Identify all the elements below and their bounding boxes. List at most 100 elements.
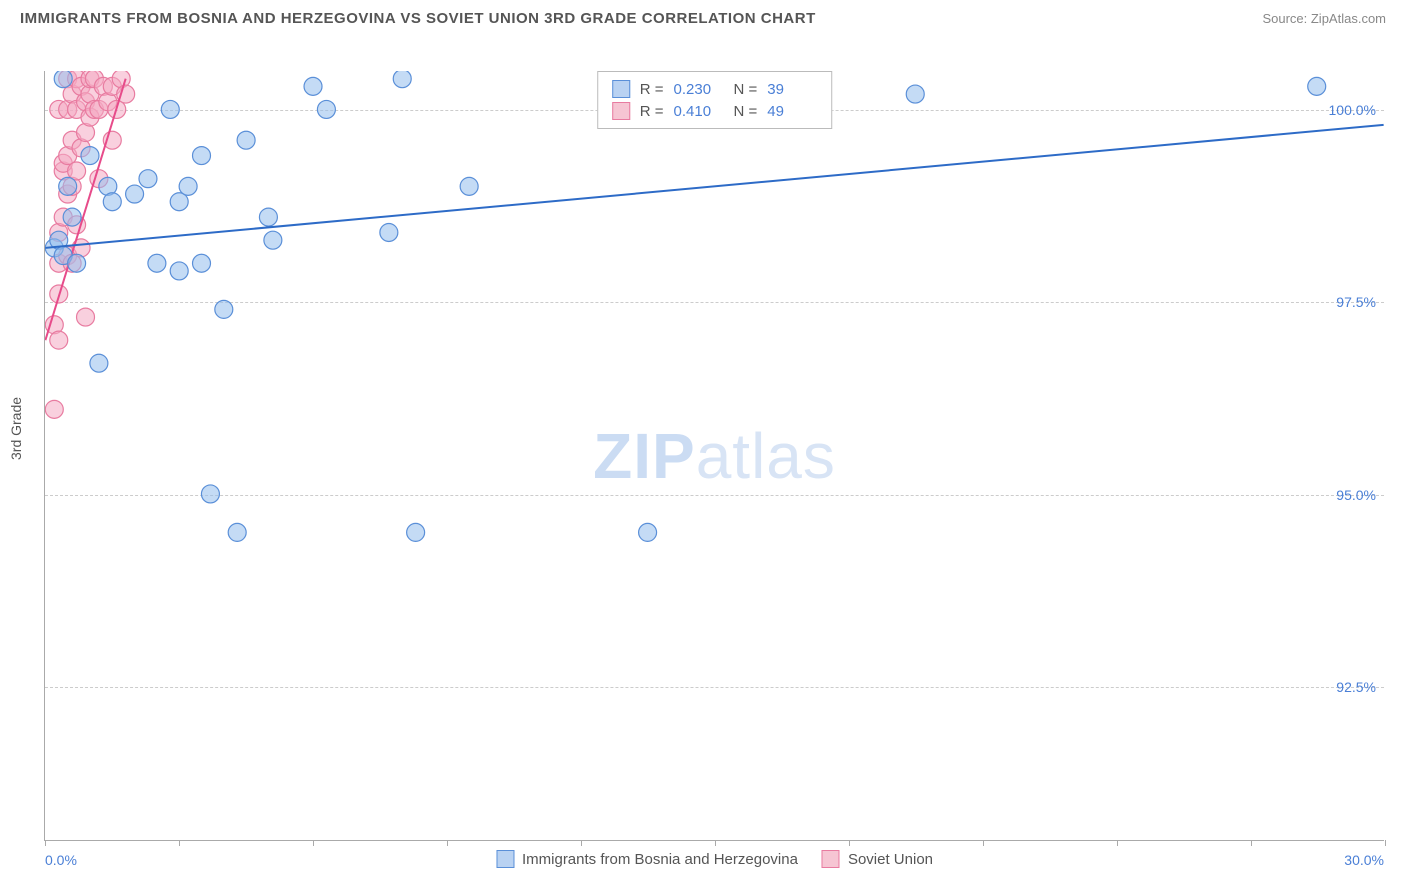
swatch-blue-icon [612,80,630,98]
data-point [1308,77,1326,95]
x-tick-mark [1251,840,1252,846]
data-point [237,131,255,149]
data-point [59,71,77,88]
data-point [179,177,197,195]
legend-correlation: R = 0.230 N = 39 R = 0.410 N = 49 [597,71,833,129]
chart-wrapper: 3rd Grade ZIPatlas 92.5% 95.0% 97.5% 100.0%… [0,35,1406,885]
data-point [45,239,63,257]
x-tick-mark [1117,840,1118,846]
data-point [90,170,108,188]
x-tick-mark [581,840,582,846]
regression-line [45,79,125,340]
scatter-svg [45,71,1384,840]
data-point [90,354,108,372]
data-point [59,147,77,165]
data-point [139,170,157,188]
legend-row-blue: R = 0.230 N = 39 [612,78,818,100]
data-point [54,208,72,226]
header: IMMIGRANTS FROM BOSNIA AND HERZEGOVINA V… [0,0,1406,35]
data-point [99,177,117,195]
data-point [50,224,68,242]
data-point [81,147,99,165]
data-point [228,523,246,541]
x-tick-mark [715,840,716,846]
data-point [50,331,68,349]
data-point [72,139,90,157]
y-axis-label: 3rd Grade [8,397,24,460]
data-point [68,254,86,272]
data-point [63,85,81,103]
data-point [85,71,103,88]
y-tick-label: 97.5% [1336,294,1376,310]
x-tick-mark [179,840,180,846]
data-point [81,108,99,126]
x-tick-mark [983,840,984,846]
data-point [77,93,95,111]
data-point [68,162,86,180]
data-point [193,147,211,165]
y-tick-label: 100.0% [1329,102,1376,118]
x-axis-min-label: 0.0% [45,852,77,868]
gridline [45,302,1384,303]
data-point [103,77,121,95]
y-tick-label: 95.0% [1336,487,1376,503]
legend-item-blue: Immigrants from Bosnia and Herzegovina [496,850,798,868]
data-point [68,216,86,234]
data-point [50,231,68,249]
data-point [59,185,77,203]
chart-title: IMMIGRANTS FROM BOSNIA AND HERZEGOVINA V… [20,10,816,27]
plot-area: ZIPatlas 92.5% 95.0% 97.5% 100.0% R = 0.230… [44,71,1384,841]
data-point [77,308,95,326]
data-point [72,239,90,257]
legend-row-pink: R = 0.410 N = 49 [612,100,818,122]
data-point [193,254,211,272]
watermark: ZIPatlas [593,419,836,493]
data-point [99,93,117,111]
data-point [215,300,233,318]
data-point [68,71,86,88]
data-point [112,71,130,88]
data-point [77,124,95,142]
source-attribution: Source: ZipAtlas.com [1262,11,1386,26]
legend-series: Immigrants from Bosnia and Herzegovina S… [496,850,933,868]
data-point [54,154,72,172]
data-point [50,254,68,272]
data-point [54,162,72,180]
data-point [59,177,77,195]
data-point [59,247,77,265]
data-point [264,231,282,249]
data-point [170,193,188,211]
data-point [906,85,924,103]
data-point [63,208,81,226]
legend-item-pink: Soviet Union [822,850,933,868]
data-point [72,77,90,95]
data-point [63,177,81,195]
data-point [639,523,657,541]
data-point [54,71,72,88]
data-point [259,208,277,226]
data-point [304,77,322,95]
x-tick-mark [313,840,314,846]
data-point [148,254,166,272]
data-point [45,400,63,418]
data-point [45,316,63,334]
data-point [393,71,411,88]
regression-line [45,125,1383,248]
data-point [170,262,188,280]
data-point [81,85,99,103]
data-point [94,77,112,95]
y-tick-label: 92.5% [1336,679,1376,695]
data-point [103,193,121,211]
data-point [54,247,72,265]
data-point [103,131,121,149]
x-tick-mark [45,840,46,846]
data-point [117,85,135,103]
data-point [460,177,478,195]
x-tick-mark [1385,840,1386,846]
x-axis-max-label: 30.0% [1344,852,1384,868]
gridline [45,495,1384,496]
swatch-pink-icon [612,102,630,120]
data-point [63,254,81,272]
x-tick-mark [447,840,448,846]
data-point [50,285,68,303]
